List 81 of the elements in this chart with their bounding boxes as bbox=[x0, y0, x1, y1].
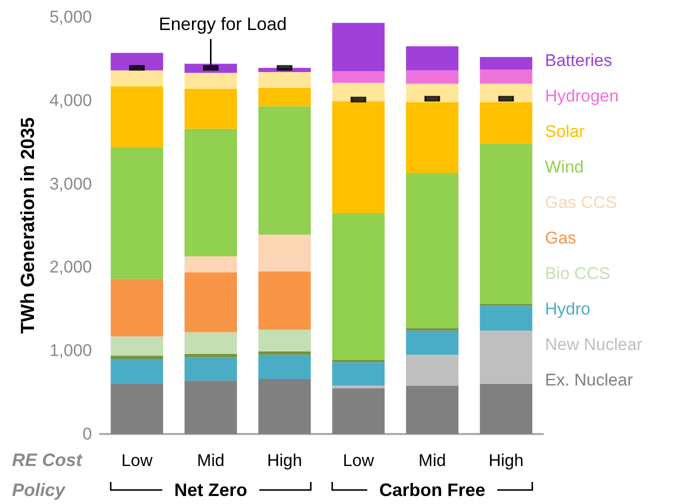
series-label: Ex. Nuclear bbox=[545, 370, 634, 390]
bar bbox=[480, 384, 532, 434]
bar bbox=[406, 84, 458, 102]
bar bbox=[184, 354, 237, 358]
bar bbox=[406, 46, 458, 70]
bar bbox=[184, 128, 237, 256]
bar bbox=[110, 336, 164, 356]
y-tick-label: 2,000 bbox=[49, 258, 92, 277]
bar bbox=[184, 72, 237, 89]
bar bbox=[406, 330, 458, 355]
series-label: Hydrogen bbox=[545, 86, 619, 106]
bar bbox=[110, 52, 164, 70]
text: Policy bbox=[12, 480, 66, 500]
bar bbox=[332, 362, 385, 386]
x-tick-label: Mid bbox=[418, 451, 446, 470]
bar bbox=[110, 384, 164, 434]
y-tick-label: 5,000 bbox=[49, 8, 92, 26]
series-label: New Nuclear bbox=[545, 335, 643, 354]
x-tick-label: Low bbox=[342, 451, 375, 470]
bar bbox=[332, 212, 385, 360]
bar bbox=[258, 354, 311, 379]
bar bbox=[184, 88, 237, 129]
y-tick-label: 0 bbox=[82, 424, 92, 444]
x-tick-label: Low bbox=[121, 451, 154, 470]
bar bbox=[184, 272, 237, 332]
bar bbox=[480, 57, 532, 70]
bar bbox=[258, 351, 311, 355]
bar bbox=[406, 102, 458, 173]
bar bbox=[258, 72, 311, 88]
bar bbox=[406, 354, 458, 386]
bar bbox=[406, 328, 458, 331]
bar bbox=[258, 234, 311, 272]
x-axis-title: RE Cost bbox=[12, 450, 84, 470]
text: Carbon Free bbox=[379, 480, 486, 500]
series-label: Hydro bbox=[545, 300, 590, 318]
bar bbox=[110, 356, 164, 359]
bar bbox=[480, 102, 532, 144]
bar bbox=[110, 147, 164, 279]
bar bbox=[332, 71, 385, 83]
x-tick-label: High bbox=[267, 451, 302, 470]
bar bbox=[258, 88, 311, 106]
bar bbox=[258, 271, 311, 330]
bar bbox=[184, 380, 237, 434]
bar bbox=[184, 332, 237, 354]
bar bbox=[110, 358, 164, 384]
series-label: Batteries bbox=[545, 51, 612, 70]
text: Gas CCS bbox=[545, 193, 617, 212]
y-tick-label: 1,000 bbox=[49, 341, 92, 360]
bar bbox=[258, 378, 311, 434]
bar bbox=[480, 144, 532, 304]
bar bbox=[332, 101, 385, 213]
x-tick-label: Mid bbox=[197, 451, 224, 470]
bar bbox=[184, 357, 237, 381]
text: Gas bbox=[545, 228, 576, 248]
bar bbox=[480, 84, 532, 102]
bar bbox=[332, 360, 385, 362]
bar bbox=[332, 22, 385, 72]
bar bbox=[258, 330, 311, 352]
bar bbox=[480, 330, 532, 384]
bar bbox=[406, 70, 458, 84]
bar bbox=[110, 278, 164, 336]
bar bbox=[480, 306, 532, 331]
bar bbox=[332, 82, 385, 102]
x-tick-label: High bbox=[488, 451, 524, 470]
bar bbox=[406, 172, 458, 328]
bar bbox=[332, 386, 385, 388]
bar bbox=[184, 256, 237, 272]
series-label: Wind bbox=[545, 158, 584, 176]
series-label: Energy for Load bbox=[158, 14, 287, 34]
bar bbox=[406, 386, 458, 434]
series-label: Solar bbox=[545, 122, 586, 141]
bar bbox=[480, 70, 532, 84]
text: Net Zero bbox=[174, 480, 248, 500]
bar bbox=[332, 388, 385, 434]
y-tick-label: 4,000 bbox=[49, 90, 92, 110]
bar bbox=[110, 86, 164, 148]
text: Bio CCS bbox=[545, 264, 610, 283]
bar bbox=[110, 70, 164, 86]
bar bbox=[258, 106, 311, 235]
y-tick-label: 3,000 bbox=[49, 174, 92, 194]
y-axis-title: TWh Generation in 2035 bbox=[18, 116, 39, 334]
